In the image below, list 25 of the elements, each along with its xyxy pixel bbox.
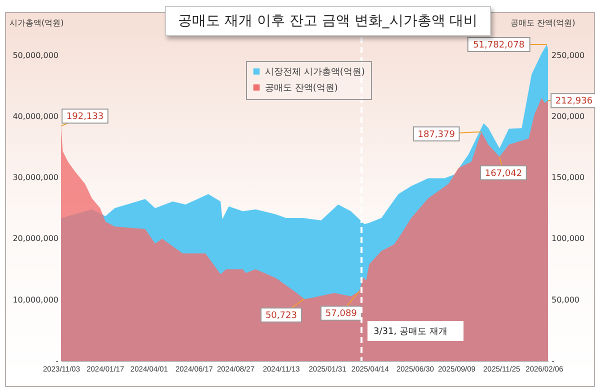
data-label: 51,782,078 <box>473 40 525 50</box>
y2-tick-label: 250,000 <box>552 50 585 60</box>
y2-axis-title: 공매도 잔액(억원) <box>510 18 576 28</box>
y2-tick-label: 150,000 <box>552 173 585 182</box>
y-axis-title: 시가총액(억원) <box>10 18 64 28</box>
ref-line-label: 3/31, 공매도 재개 <box>374 327 448 337</box>
data-label: 212,936 <box>555 96 593 107</box>
y2-tick-label: 50,000 <box>552 295 580 304</box>
y-tick-label: 30,000,000 <box>12 173 58 182</box>
y-tick-label: 10,000,000 <box>12 295 58 304</box>
data-label: 57,089 <box>325 309 358 320</box>
y2-tick-label: 100,000 <box>552 234 585 244</box>
y-tick-label: 40,000,000 <box>12 112 58 121</box>
data-label: 167,042 <box>484 168 522 179</box>
y-tick-label: - <box>56 356 59 366</box>
legend-label: 시장전체 시가총액(억원) <box>265 68 365 78</box>
chart-title: 공매도 재개 이후 잔고 금액 변화_시가총액 대비 <box>165 6 491 36</box>
legend-label: 공매도 잔액(억원) <box>265 84 338 94</box>
data-label: 187,379 <box>418 130 456 140</box>
y-tick-label: 50,000,000 <box>12 50 58 60</box>
y2-tick-label: 200,000 <box>552 112 585 121</box>
y2-tick-label: - <box>552 356 554 366</box>
data-label: 192,133 <box>66 112 104 122</box>
y-tick-label: 20,000,000 <box>12 234 58 244</box>
data-label: 50,723 <box>265 310 297 321</box>
